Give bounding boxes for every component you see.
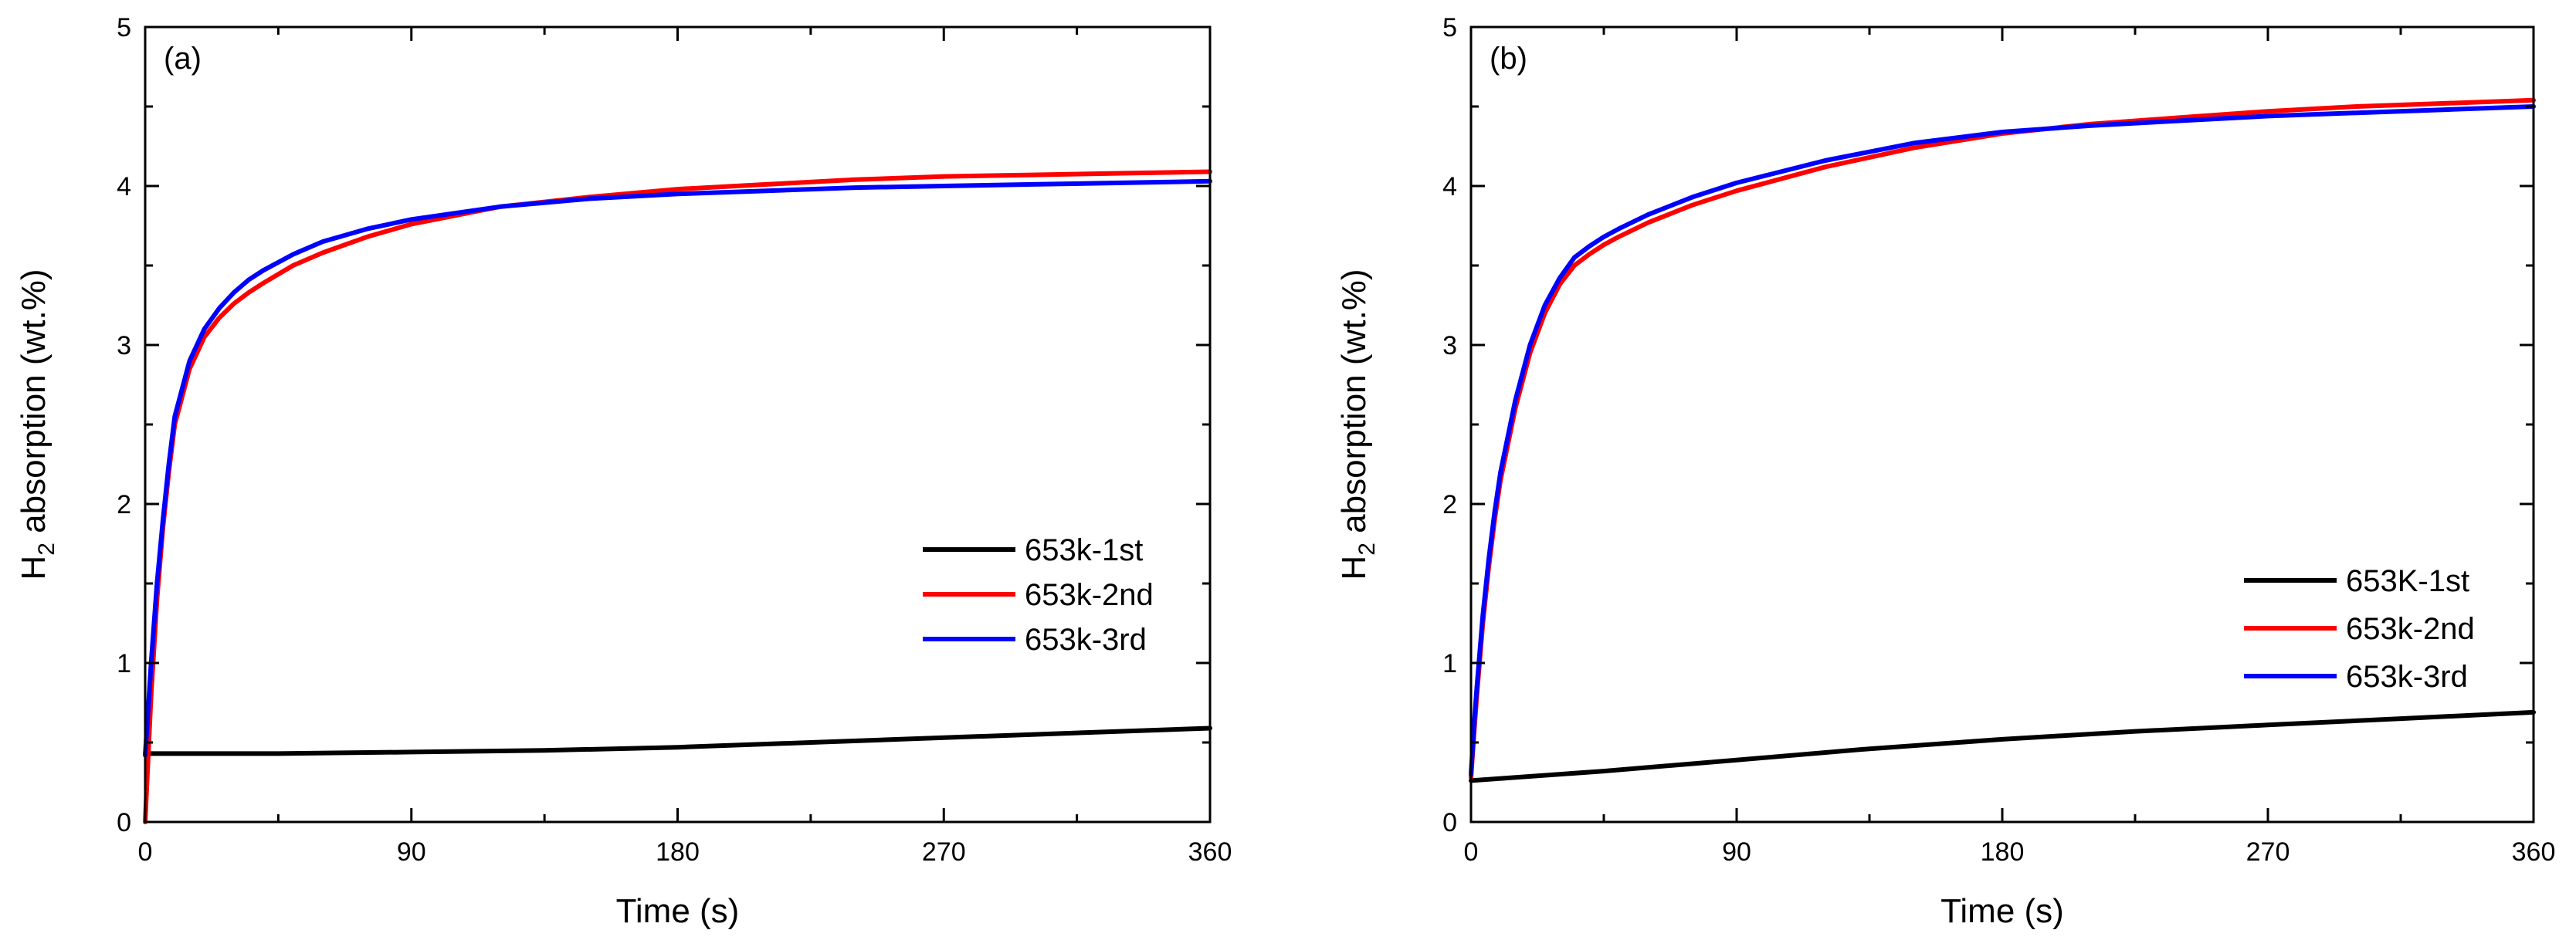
legend-label-653k-2nd: 653k-2nd (1025, 578, 1154, 612)
legend-label-653K-1st: 653K-1st (2346, 564, 2469, 598)
x-tick-label: 180 (1981, 837, 2025, 867)
y-tick-label: 3 (1442, 331, 1457, 360)
panel-label: (b) (1490, 42, 1527, 76)
y-tick-label: 2 (117, 490, 131, 519)
series-line-653k-3rd (1469, 104, 2536, 777)
series-line-653k-1st (143, 725, 1212, 756)
plot-frame (144, 25, 1212, 824)
x-tick-label: 360 (1188, 837, 1232, 867)
x-tick-label: 0 (1464, 837, 1479, 867)
y-axis-label: H2 absorption (wt.%) (15, 269, 59, 580)
y-tick-label: 1 (117, 649, 131, 678)
y-tick-label: 0 (1442, 808, 1457, 837)
y-axis-label-main: H (15, 556, 53, 580)
series-line-653k-2nd (143, 169, 1212, 824)
y-axis-label-rest: absorption (wt.%) (15, 269, 53, 543)
y-tick-label: 4 (117, 172, 131, 201)
x-tick-label: 90 (397, 837, 426, 867)
x-tick-label: 360 (2512, 837, 2556, 867)
x-axis-label: Time (s) (616, 892, 740, 930)
x-tick-label: 90 (1722, 837, 1751, 867)
legend-label-653k-3rd: 653k-3rd (1025, 623, 1147, 657)
legend-label-653k-3rd: 653k-3rd (2346, 660, 2468, 694)
x-tick-label: 270 (922, 837, 966, 867)
y-axis-label-rest: absorption (wt.%) (1335, 269, 1373, 543)
panel-label: (a) (164, 42, 202, 76)
y-tick-label: 0 (117, 808, 131, 837)
y-axis-label-subscript: 2 (34, 543, 59, 556)
legend-label-653k-1st: 653k-1st (1025, 533, 1143, 567)
y-tick-label: 4 (1442, 172, 1457, 201)
x-tick-label: 180 (656, 837, 700, 867)
y-tick-label: 5 (1442, 13, 1457, 42)
y-axis-label-main: H (1335, 556, 1373, 580)
plot-frame (1469, 25, 2535, 824)
y-axis-label: H2 absorption (wt.%) (1335, 269, 1380, 580)
legend-label-653k-2nd: 653k-2nd (2346, 612, 2475, 646)
y-axis-label-subscript: 2 (1354, 543, 1380, 556)
x-axis-label: Time (s) (1940, 892, 2064, 930)
y-tick-label: 1 (1442, 649, 1457, 678)
y-tick-label: 2 (1442, 490, 1457, 519)
y-tick-label: 3 (117, 331, 131, 360)
x-tick-label: 270 (2246, 837, 2290, 867)
y-tick-label: 5 (117, 13, 131, 42)
series-line-653k-3rd (143, 178, 1212, 758)
x-tick-label: 0 (138, 837, 153, 867)
series-line-653K-1st (1469, 709, 2536, 783)
